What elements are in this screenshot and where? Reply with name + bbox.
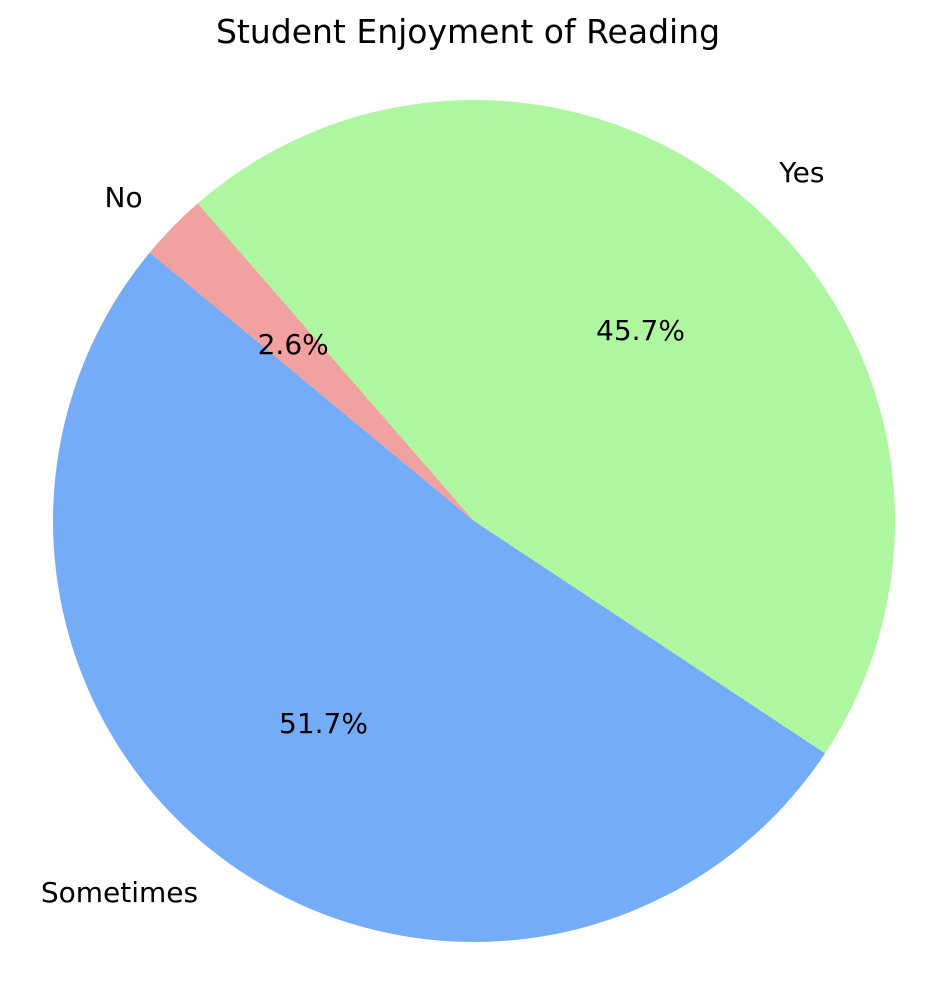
pie-slice-no — [149, 203, 474, 522]
slice-label-sometimes: Sometimes — [40, 876, 199, 909]
slice-pct-yes: 45.7% — [596, 314, 685, 348]
slice-label-no: No — [104, 180, 143, 214]
slice-label-yes: Yes — [779, 155, 825, 189]
chart-title: Student Enjoyment of Reading — [215, 12, 721, 51]
slice-pct-sometimes: 51.7% — [279, 706, 368, 740]
pie-slice-sometimes — [53, 252, 826, 942]
pie-slice-yes — [197, 99, 896, 754]
slice-pct-no: 2.6% — [257, 327, 329, 361]
